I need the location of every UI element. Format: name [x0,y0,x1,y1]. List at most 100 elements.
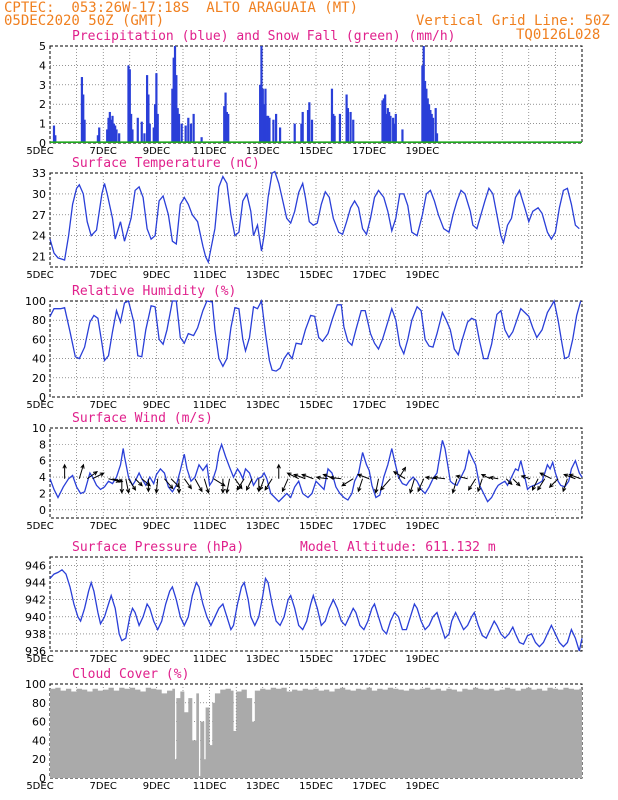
precip-bar [130,113,133,143]
wind-vector [128,478,137,491]
wind-vector [125,478,131,494]
precip-bar [389,115,392,143]
wind-vector [86,471,98,480]
panel-title: Cloud Cover (%) [72,667,189,682]
rh-line [49,298,582,372]
precip-bar [268,117,271,143]
precip-bar [435,133,439,143]
precip-bar [306,110,310,143]
y-tick-label: 6 [39,455,46,468]
wind-vector [548,478,559,488]
precip-bar [393,123,396,143]
panel-subtitle: Model Altitude: 611.132 m [300,540,496,555]
x-tick-label: 5DEC [26,146,53,157]
precip-bar [52,125,56,143]
x-tick-label: 11DEC [193,400,227,411]
x-tick-label: 17DEC [352,270,386,281]
y-tick-label: 0 [39,391,46,404]
x-tick-label: 5DEC [26,521,53,532]
wind-vector [220,478,226,494]
precip-bar [330,88,334,143]
y-tick-label: 936 [25,645,46,658]
x-tick-label: 11DEC [193,521,227,532]
precip-bar [147,94,150,143]
precip-bar [200,137,203,143]
precip-bar [153,104,157,143]
y-tick-label: 4 [39,59,46,72]
x-tick-label: 13DEC [246,400,280,411]
wind-vector [488,475,499,481]
x-tick-label: 5DEC [26,400,53,411]
x-tick-label: 11DEC [193,654,227,665]
x-tick-label: 15DEC [299,781,333,792]
y-tick-label: 938 [25,628,46,641]
y-tick-label: 60 [32,333,46,346]
wind-vector [183,478,192,490]
precip-bar [54,135,57,143]
precip-bar [173,46,177,143]
y-tick-label: 946 [25,560,46,573]
y-tick-label: 0 [39,772,46,785]
x-tick-label: 7DEC [90,400,117,411]
precip-bar [227,113,230,143]
y-tick-label: 40 [32,734,46,747]
x-tick-label: 9DEC [143,521,170,532]
x-tick-label: 19DEC [406,146,440,157]
precip-bar [423,80,427,143]
precip-bar [293,123,296,143]
y-tick-label: 8 [39,438,46,451]
y-tick-label: 5 [39,40,46,53]
y-tick-label: 2 [39,98,46,111]
wind-vector [264,478,273,491]
wind-vector [286,472,299,480]
precip-bar [187,117,190,143]
wind-vector [562,478,568,493]
x-tick-label: 17DEC [352,146,386,157]
precip-bar [401,129,404,143]
panel-title: Surface Pressure (hPa) [72,540,244,555]
precip-bar [301,111,304,143]
wind-vector [62,463,67,479]
x-tick-label: 17DEC [352,781,386,792]
panel-frame [49,172,583,268]
x-tick-label: 13DEC [246,270,280,281]
wind-vector [293,473,306,480]
wind-vector [194,478,203,493]
x-tick-label: 7DEC [90,521,117,532]
x-tick-label: 19DEC [406,521,440,532]
wind-vector [341,478,354,487]
wind-vector [520,474,531,480]
precip-bar [394,113,397,143]
x-tick-label: 13DEC [246,781,280,792]
panel-temp: 21 24 27 30 33 5DEC 7DEC 9DEC 11DEC 13DEC 15DEC 17D… [26,156,583,281]
y-tick-label: 80 [32,314,46,327]
panel-title: Relative Humidity (%) [72,284,236,299]
y-tick-label: 1 [39,118,46,131]
precip-bar [112,123,115,143]
y-tick-label: 0 [39,504,46,517]
precip-bar [224,92,227,143]
wind-vector [512,478,521,487]
wind-vector [451,478,458,494]
x-tick-label: 17DEC [352,654,386,665]
panel-wind: 0 2 4 6 8 10 5DEC 7DEC 9DEC 11DEC 13DEC 15DEC 17DEC 1… [26,411,583,532]
wind-vector [480,474,491,480]
wind-vector [392,471,406,480]
precip-bar [107,117,110,143]
y-tick-label: 100 [25,295,46,308]
precip-bar [114,125,117,143]
precip-bar [127,65,130,143]
precip-bar [108,111,111,143]
x-tick-label: 15DEC [299,521,333,532]
wind-vector [539,472,552,480]
precip-bar [263,104,266,143]
y-tick-label: 940 [25,611,46,624]
wind-vector [417,478,425,493]
precip-bar [82,94,85,143]
precip-bar [275,113,278,143]
precip-bar [352,119,355,143]
wind-vector [154,478,159,494]
precip-bar [259,84,262,143]
x-tick-label: 13DEC [246,654,280,665]
precip-bar [152,127,155,143]
